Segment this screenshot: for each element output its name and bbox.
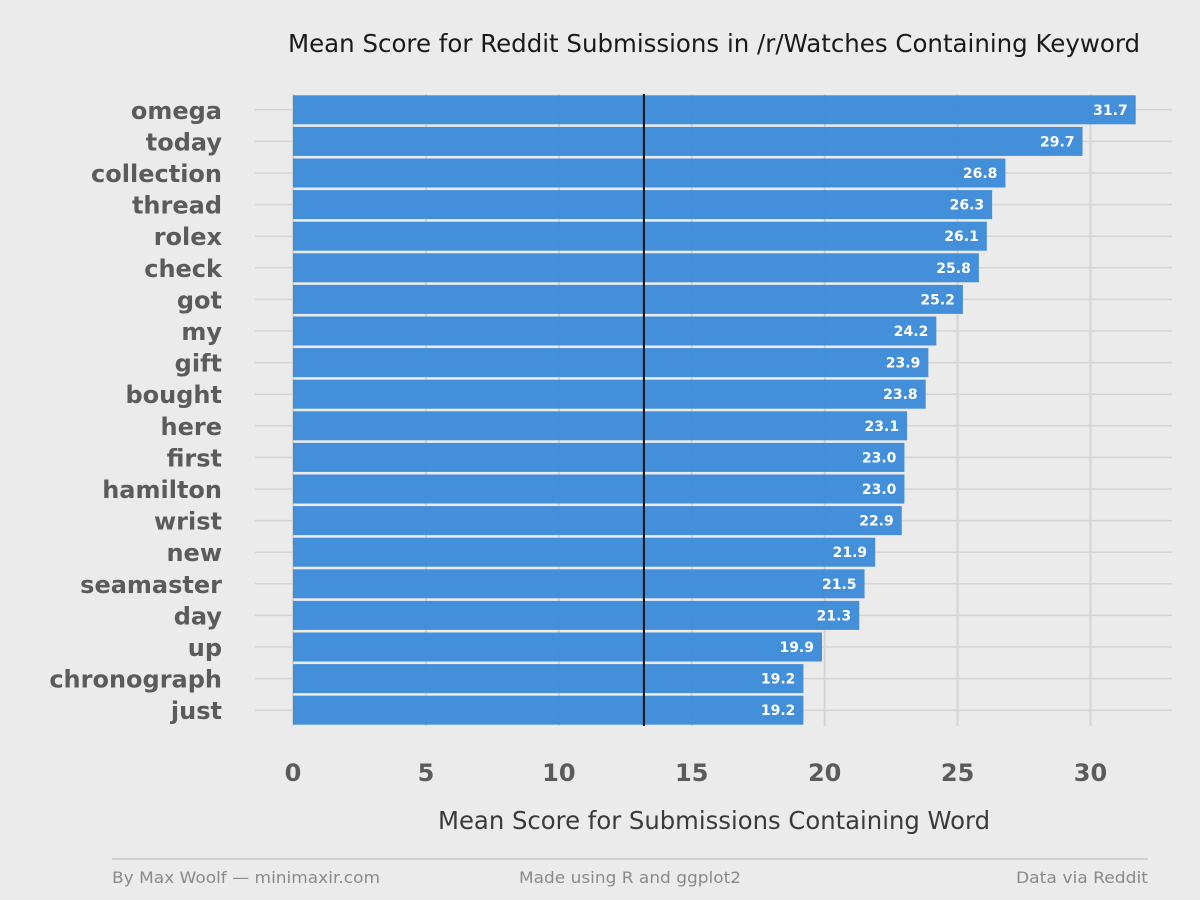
bar-bought <box>293 379 926 409</box>
bar-value-label: 21.9 <box>833 545 868 561</box>
bar-value-label: 26.8 <box>963 166 998 182</box>
category-label-up: up <box>188 634 222 662</box>
category-label-my: my <box>181 318 222 346</box>
bar-rolex <box>293 221 987 251</box>
bar-check <box>293 253 979 283</box>
category-label-today: today <box>146 128 223 156</box>
bar-today <box>293 126 1083 156</box>
category-label-collection: collection <box>91 160 222 188</box>
grid-lines <box>255 94 1172 726</box>
category-label-wrist: wrist <box>154 508 222 536</box>
bar-value-label: 26.3 <box>950 198 985 214</box>
category-label-seamaster: seamaster <box>80 571 222 599</box>
x-tick-labels: 0 5 10 15 20 25 30 <box>285 759 1108 787</box>
bar-value-label: 21.5 <box>822 577 857 593</box>
bar-value-label: 23.0 <box>862 450 897 466</box>
bar-value-label: 31.7 <box>1093 103 1128 119</box>
x-tick-label: 20 <box>808 759 841 787</box>
footer-left: By Max Woolf — minimaxir.com <box>112 868 380 887</box>
bar-chronograph <box>293 664 804 694</box>
category-label-day: day <box>174 602 223 630</box>
category-label-hamilton: hamilton <box>102 476 222 504</box>
footer-center: Made using R and ggplot2 <box>519 868 741 887</box>
bar-first <box>293 442 905 472</box>
footer-right: Data via Reddit <box>1016 868 1148 887</box>
category-label-omega: omega <box>131 97 222 125</box>
category-label-just: just <box>170 697 222 725</box>
bar-gift <box>293 348 929 378</box>
bar-value-label: 25.8 <box>936 261 971 277</box>
category-label-thread: thread <box>132 192 222 220</box>
category-label-check: check <box>144 255 223 283</box>
bar-value-label: 25.2 <box>920 292 955 308</box>
bar-new <box>293 537 876 567</box>
bar-seamaster <box>293 569 865 599</box>
category-label-new: new <box>166 539 222 567</box>
x-tick-label: 5 <box>418 759 435 787</box>
bar-omega <box>293 95 1136 125</box>
bar-thread <box>293 190 993 220</box>
bar-collection <box>293 158 1006 188</box>
category-label-bought: bought <box>126 381 223 409</box>
bar-value-label: 19.2 <box>761 703 796 719</box>
bar-value-label: 29.7 <box>1040 134 1075 150</box>
bar-my <box>293 316 937 346</box>
category-label-gift: gift <box>175 350 222 378</box>
x-tick-label: 0 <box>285 759 302 787</box>
bar-just <box>293 695 804 725</box>
bar-wrist <box>293 506 902 536</box>
category-labels: omega today collection thread rolex check got m… <box>49 97 223 725</box>
bar-value-label: 23.9 <box>886 356 921 372</box>
bar-here <box>293 411 908 441</box>
bar-value-label: 26.1 <box>944 229 979 245</box>
bars: 31.7 29.7 26.8 26.3 26.1 25.8 25.2 24.2 23.9 23.8… <box>293 94 1136 726</box>
bar-value-label: 21.3 <box>817 608 852 624</box>
bar-up <box>293 632 823 662</box>
bar-value-label: 24.2 <box>894 324 929 340</box>
category-label-got: got <box>177 286 222 314</box>
category-label-rolex: rolex <box>154 223 223 251</box>
bar-value-label: 23.8 <box>883 387 918 403</box>
bar-got <box>293 284 963 314</box>
category-label-first: first <box>167 444 222 472</box>
bar-value-label: 19.2 <box>761 672 796 688</box>
bar-hamilton <box>293 474 905 504</box>
bar-value-label: 23.1 <box>865 419 900 435</box>
category-label-chronograph: chronograph <box>49 666 222 694</box>
x-tick-label: 15 <box>675 759 708 787</box>
x-tick-label: 30 <box>1074 759 1107 787</box>
category-label-here: here <box>161 413 222 441</box>
chart-title: Mean Score for Reddit Submissions in /r/… <box>288 29 1140 58</box>
x-tick-label: 25 <box>941 759 974 787</box>
bar-value-label: 19.9 <box>779 640 814 656</box>
bar-value-label: 22.9 <box>859 514 894 530</box>
x-axis-title: Mean Score for Submissions Containing Wo… <box>438 806 990 835</box>
bar-day <box>293 600 860 630</box>
bar-value-label: 23.0 <box>862 482 897 498</box>
x-tick-label: 10 <box>542 759 575 787</box>
